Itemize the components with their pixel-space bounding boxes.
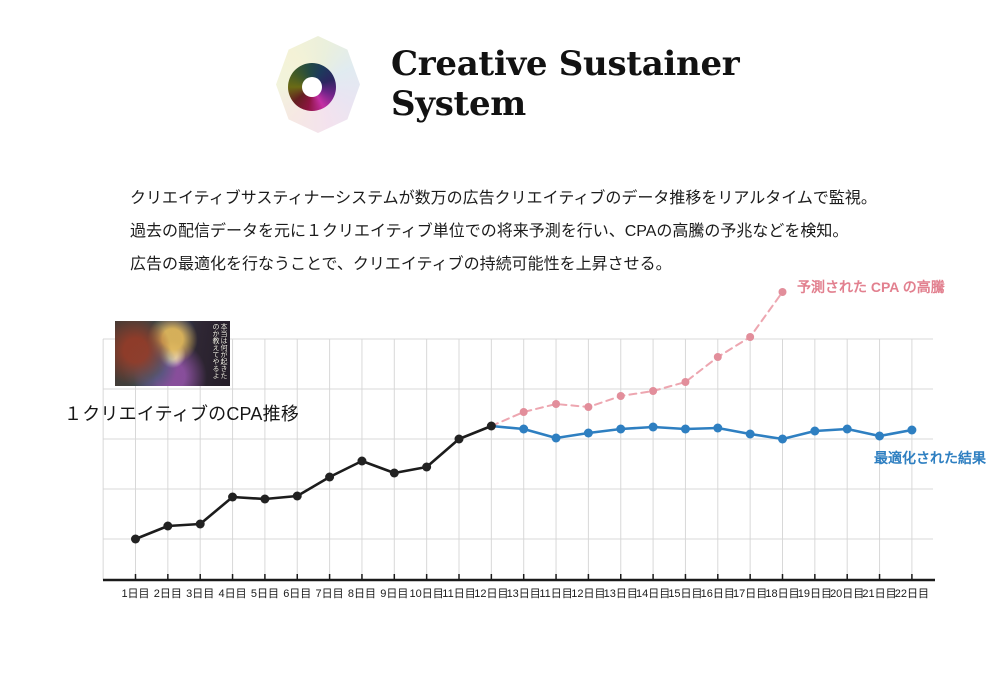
data-point-predicted-cpa-rise	[649, 387, 658, 395]
x-axis-label: 10日目	[410, 588, 444, 600]
x-axis-label: 6日目	[283, 588, 311, 600]
data-point-optimized-result	[680, 424, 690, 434]
optimized-result-annotation: 最適化された結果	[874, 450, 986, 466]
data-point-actual-cpa	[163, 521, 173, 531]
series-line-optimized-result	[490, 424, 914, 441]
data-point-actual-cpa	[195, 519, 205, 529]
data-point-optimized-result	[842, 424, 852, 434]
chart-title-label: １クリエイティブのCPA推移	[64, 404, 300, 424]
description-line3: 広告の最適化を行なうことで、クリエイティブの持続可能性を上昇させる。	[130, 256, 672, 273]
x-axis-label: 13日目	[604, 588, 638, 600]
data-point-optimized-result	[648, 422, 658, 432]
data-point-actual-cpa	[389, 468, 399, 478]
predicted-cpa-annotation: 予測された CPA の高騰	[797, 279, 945, 295]
data-point-predicted-cpa-rise	[778, 288, 787, 296]
data-point-predicted-cpa-rise	[681, 378, 690, 386]
x-axis-label: 22日目	[895, 588, 929, 600]
data-point-predicted-cpa-rise	[519, 408, 528, 416]
x-axis-label: 15日目	[668, 588, 702, 600]
x-axis-label: 2日目	[154, 588, 182, 600]
data-point-predicted-cpa-rise	[616, 392, 625, 400]
x-axis-label: 17日目	[733, 588, 767, 600]
series-line-predicted-cpa-rise	[490, 291, 784, 427]
data-point-optimized-result	[810, 426, 820, 436]
description-line1: クリエイティブサスティナーシステムが数万の広告クリエイティブのデータ推移をリアル…	[130, 190, 877, 207]
x-axis-label: 11日目	[539, 588, 572, 600]
x-axis-label: 9日目	[380, 588, 408, 600]
x-axis-label: 12日目	[571, 588, 605, 600]
data-point-optimized-result	[583, 428, 593, 438]
data-point-optimized-result	[713, 423, 723, 433]
x-axis-label: 4日目	[218, 588, 246, 600]
data-point-optimized-result	[745, 429, 755, 439]
data-point-actual-cpa	[357, 456, 367, 466]
creative-ad-thumbnail-text: 本当は何が起きたのか教えてやるよ	[212, 323, 227, 379]
x-axis-label: 19日目	[798, 588, 832, 600]
data-point-optimized-result	[875, 431, 885, 441]
x-axis-label: 20日目	[830, 588, 864, 600]
data-point-optimized-result	[616, 424, 626, 434]
data-point-predicted-cpa-rise	[746, 333, 755, 341]
data-point-actual-cpa	[292, 491, 302, 501]
x-axis-label: 8日目	[348, 588, 376, 600]
creative-ad-thumbnail: 本当は何が起きたのか教えてやるよ	[115, 321, 230, 386]
x-axis-label: 3日目	[186, 588, 214, 600]
page-title-line2: System	[391, 84, 526, 124]
description: クリエイティブサスティナーシステムが数万の広告クリエイティブのデータ推移をリアル…	[130, 182, 930, 281]
data-point-optimized-result	[778, 434, 787, 444]
logo-octagon-icon	[276, 36, 360, 133]
x-axis-label: 5日目	[251, 588, 279, 600]
data-point-predicted-cpa-rise	[552, 400, 561, 408]
data-point-actual-cpa	[325, 472, 335, 482]
x-axis-label: 18日目	[765, 588, 799, 600]
x-axis-label: 7日目	[316, 588, 344, 600]
data-point-actual-cpa	[454, 434, 464, 444]
data-point-actual-cpa	[422, 462, 432, 472]
data-point-optimized-result	[551, 433, 561, 443]
x-axis-label: 14日目	[636, 588, 670, 600]
logo-ring-hole	[302, 77, 322, 97]
data-point-actual-cpa	[131, 534, 140, 544]
x-axis-label: 21日目	[862, 588, 896, 600]
data-point-actual-cpa	[260, 494, 270, 504]
description-line2: 過去の配信データを元に１クリエイティブ単位での将来予測を行い、CPAの高騰の予兆…	[130, 223, 849, 240]
x-axis-label: 12日目	[474, 588, 508, 600]
series-line-actual-cpa	[134, 424, 493, 541]
x-axis-label: 13日目	[507, 588, 541, 600]
data-point-actual-cpa	[228, 492, 238, 502]
page-title: Creative Sustainer System	[391, 44, 740, 124]
data-point-actual-cpa	[486, 421, 496, 431]
x-axis-label: 1日目	[121, 588, 149, 600]
data-point-predicted-cpa-rise	[584, 403, 593, 411]
page-title-line1: Creative Sustainer	[391, 44, 740, 84]
data-point-predicted-cpa-rise	[713, 353, 722, 361]
x-axis-label: 11日目	[442, 588, 475, 600]
data-point-optimized-result	[519, 424, 529, 434]
data-point-optimized-result	[907, 425, 917, 435]
x-axis-label: 16日目	[701, 588, 735, 600]
